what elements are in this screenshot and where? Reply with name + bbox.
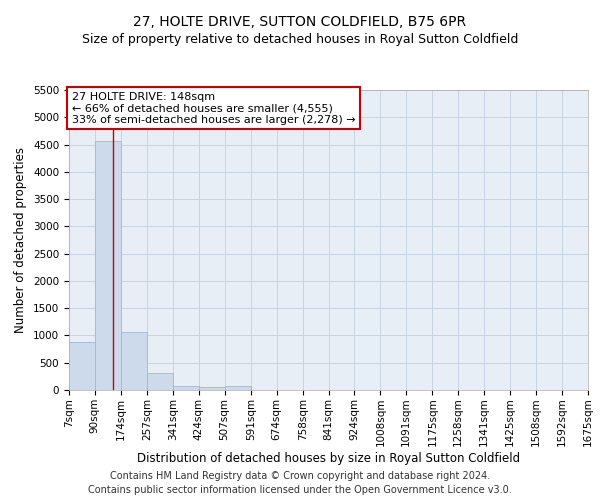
Y-axis label: Number of detached properties: Number of detached properties <box>14 147 28 333</box>
Bar <box>199 387 224 390</box>
Text: Size of property relative to detached houses in Royal Sutton Coldfield: Size of property relative to detached ho… <box>82 32 518 46</box>
Bar <box>173 386 199 390</box>
Text: 27, HOLTE DRIVE, SUTTON COLDFIELD, B75 6PR: 27, HOLTE DRIVE, SUTTON COLDFIELD, B75 6… <box>133 15 467 29</box>
Bar <box>147 372 173 390</box>
Bar <box>95 142 121 390</box>
X-axis label: Distribution of detached houses by size in Royal Sutton Coldfield: Distribution of detached houses by size … <box>137 452 520 465</box>
Text: Contains HM Land Registry data © Crown copyright and database right 2024.
Contai: Contains HM Land Registry data © Crown c… <box>88 471 512 495</box>
Bar <box>121 332 147 390</box>
Bar <box>69 342 95 390</box>
Bar <box>224 386 251 390</box>
Text: 27 HOLTE DRIVE: 148sqm
← 66% of detached houses are smaller (4,555)
33% of semi-: 27 HOLTE DRIVE: 148sqm ← 66% of detached… <box>71 92 355 124</box>
